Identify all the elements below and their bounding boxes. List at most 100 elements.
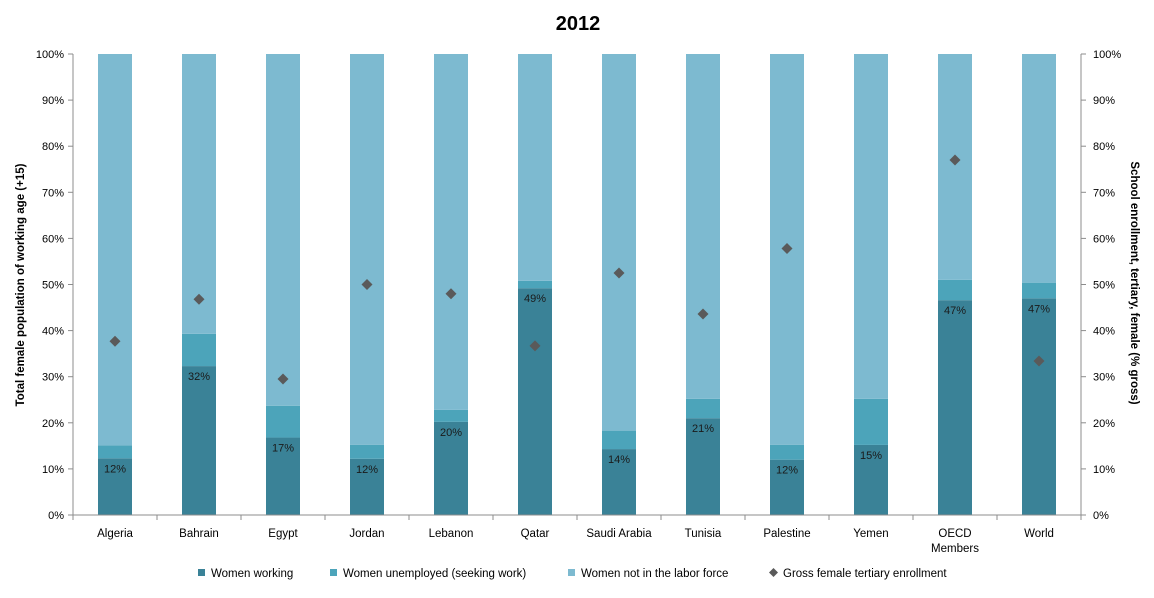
bar-segment xyxy=(98,54,132,446)
data-label: 32% xyxy=(188,371,210,383)
left-tick-label: 70% xyxy=(42,187,64,199)
bar-segment xyxy=(1022,298,1056,515)
category-label: Jordan xyxy=(349,528,384,540)
category-label: OECD xyxy=(938,528,971,540)
axes-layer xyxy=(72,54,1082,520)
legend-swatch xyxy=(568,569,575,576)
data-label: 49% xyxy=(524,293,546,305)
bar-segment xyxy=(266,405,300,438)
bar-segment xyxy=(938,279,972,301)
enrollment-marker xyxy=(193,293,205,305)
left-tick-label: 0% xyxy=(48,510,64,522)
category-label: Yemen xyxy=(853,528,888,540)
bar-segment xyxy=(350,444,384,459)
bar-segment xyxy=(602,54,636,431)
bar-segment xyxy=(854,398,888,445)
right-tick-label: 100% xyxy=(1093,49,1121,61)
bar-segment xyxy=(98,445,132,459)
legend-swatch xyxy=(330,569,337,576)
data-label: 12% xyxy=(776,465,798,477)
bar-segment xyxy=(266,54,300,406)
bar-segment xyxy=(854,444,888,515)
right-tick-label: 70% xyxy=(1093,187,1115,199)
right-tick-label: 90% xyxy=(1093,95,1115,107)
bar-segment xyxy=(854,54,888,399)
category-label: Members xyxy=(931,543,979,555)
enrollment-marker xyxy=(1033,355,1045,367)
category-label: Palestine xyxy=(763,528,810,540)
right-tick-label: 40% xyxy=(1093,326,1115,338)
legend-swatch xyxy=(198,569,205,576)
bar-segment xyxy=(350,458,384,515)
bar-segment xyxy=(1022,282,1056,299)
left-tick-label: 40% xyxy=(42,326,64,338)
left-tick-label: 30% xyxy=(42,372,64,384)
enrollment-marker xyxy=(361,279,373,290)
category-label: Algeria xyxy=(97,528,133,540)
legend-label: Women unemployed (seeking work) xyxy=(343,568,526,580)
legend-swatch xyxy=(769,568,778,577)
category-label: Egypt xyxy=(268,528,298,540)
enrollment-marker xyxy=(949,154,961,166)
left-tick-label: 90% xyxy=(42,95,64,107)
data-label: 14% xyxy=(608,454,630,466)
left-tick-label: 60% xyxy=(42,233,64,245)
bar-segment xyxy=(518,54,552,281)
left-tick-label: 50% xyxy=(42,280,64,292)
category-label: Qatar xyxy=(521,528,550,540)
legend: Women working Women unemployed (seeking w… xyxy=(198,568,947,580)
right-axis-ticks: 0% 10% 20% 30% 40% 50% 60% 70% 80% 90% 100% xyxy=(1081,49,1121,522)
left-tick-label: 20% xyxy=(42,418,64,430)
bar-segment xyxy=(770,459,804,515)
bar-segment xyxy=(1022,54,1056,283)
bar-segment xyxy=(434,54,468,410)
bar-segment xyxy=(602,430,636,450)
legend-label: Women working xyxy=(211,568,293,580)
bar-segment xyxy=(686,418,720,515)
left-tick-label: 10% xyxy=(42,464,64,476)
chart-title: 2012 xyxy=(556,13,601,35)
legend-label: Women not in the labor force xyxy=(581,568,728,580)
right-tick-label: 60% xyxy=(1093,233,1115,245)
right-axis-title: School enrollment, tertiary, female (% g… xyxy=(1128,161,1140,404)
data-label: 15% xyxy=(860,450,882,462)
category-label: Saudi Arabia xyxy=(586,528,652,540)
bar-segment xyxy=(518,288,552,515)
data-label: 20% xyxy=(440,427,462,439)
bar-segment xyxy=(602,449,636,515)
left-tick-label: 100% xyxy=(36,49,64,61)
bar-segment xyxy=(182,54,216,334)
bar-segment xyxy=(350,54,384,445)
enrollment-marker xyxy=(277,373,289,385)
category-label: Tunisia xyxy=(685,528,722,540)
enrollment-marker xyxy=(445,288,457,300)
right-tick-label: 20% xyxy=(1093,418,1115,430)
bar-segment xyxy=(518,280,552,289)
bar-segment xyxy=(98,458,132,515)
legend-label: Gross female tertiary enrollment xyxy=(783,568,947,580)
enrollment-marker xyxy=(697,308,709,320)
bar-segment xyxy=(686,54,720,399)
category-label: Lebanon xyxy=(429,528,474,540)
enrollment-marker xyxy=(613,267,625,279)
right-tick-label: 50% xyxy=(1093,280,1115,292)
bar-segment xyxy=(938,54,972,280)
category-labels: Algeria Bahrain Egypt Jordan Lebanon Qatar Sau… xyxy=(97,528,1054,555)
bar-segment xyxy=(266,437,300,515)
left-axis-title: Total female population of working age (… xyxy=(15,163,27,406)
bar-segment xyxy=(182,333,216,367)
data-label: 12% xyxy=(356,464,378,476)
data-label: 47% xyxy=(1028,303,1050,315)
bar-segment xyxy=(182,366,216,515)
right-tick-label: 80% xyxy=(1093,141,1115,153)
category-label: World xyxy=(1024,528,1054,540)
enrollment-marker xyxy=(109,335,121,347)
right-tick-label: 30% xyxy=(1093,372,1115,384)
bar-segment xyxy=(686,398,720,419)
bar-segment xyxy=(770,444,804,460)
right-tick-label: 10% xyxy=(1093,464,1115,476)
markers-layer xyxy=(109,154,1045,385)
data-label: 47% xyxy=(944,305,966,317)
category-label: Bahrain xyxy=(179,528,219,540)
